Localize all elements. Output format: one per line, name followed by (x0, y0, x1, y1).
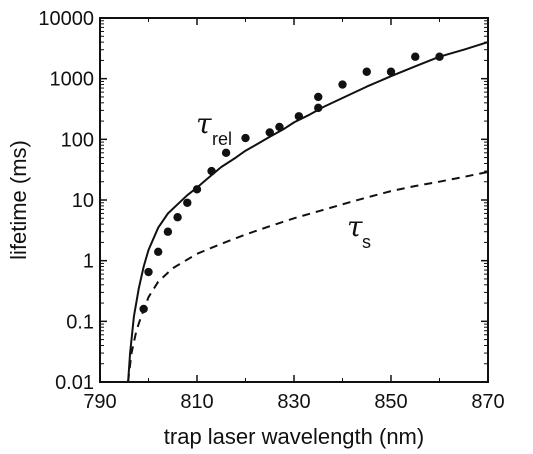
plot-frame (99, 17, 489, 383)
data-point (154, 247, 163, 257)
plot-area (99, 17, 489, 383)
tick-labels: 790 810 830 850 870 0.01 0.1 1 10 100 1000 10000 (38, 8, 504, 413)
data-point (411, 52, 420, 61)
data-point (386, 67, 396, 76)
data-point (294, 112, 304, 121)
data-point (265, 128, 274, 137)
y-tick-label: 1000 (50, 69, 95, 91)
y-tick-label: 0.1 (66, 311, 94, 333)
data-point (241, 133, 250, 143)
x-tick-label: 870 (471, 391, 504, 413)
tau-s-symbol: τ (347, 210, 363, 243)
tau-rel-symbol: τ (196, 107, 212, 140)
series-label-tau-s: τ s (347, 210, 371, 252)
data-point (221, 148, 231, 157)
data-point (207, 166, 216, 176)
data-point (314, 103, 323, 113)
series-line-tau-rel (127, 41, 489, 383)
data-point (144, 267, 153, 277)
y-tick-label: 0.01 (55, 372, 94, 394)
y-tick-label: 100 (61, 129, 94, 151)
y-tick-label: 1 (83, 251, 94, 273)
data-point (362, 67, 371, 76)
series-line-tau-s (127, 170, 489, 383)
data-point (275, 122, 284, 132)
y-tick-label: 10 (72, 190, 94, 212)
x-tick-label: 790 (83, 391, 116, 413)
x-tick-label: 810 (180, 391, 213, 413)
data-point (338, 80, 347, 89)
data-point (173, 213, 182, 222)
tau-s-subscript: s (362, 232, 371, 252)
data-point (163, 227, 173, 236)
axis-ticks (99, 17, 489, 383)
x-tick-label: 830 (277, 391, 310, 413)
y-axis-label: lifetime (ms) (6, 140, 31, 260)
data-point (183, 198, 192, 207)
x-tick-label: 850 (374, 391, 407, 413)
data-point (314, 92, 323, 102)
data-point (435, 52, 444, 61)
series-label-tau-rel: τ rel (196, 107, 232, 149)
y-tick-label: 10000 (38, 8, 94, 30)
series-layer (127, 41, 489, 383)
tau-rel-subscript: rel (212, 129, 232, 149)
data-point (139, 304, 148, 314)
data-point (192, 185, 202, 194)
x-axis-label: trap laser wavelength (nm) (164, 424, 424, 449)
